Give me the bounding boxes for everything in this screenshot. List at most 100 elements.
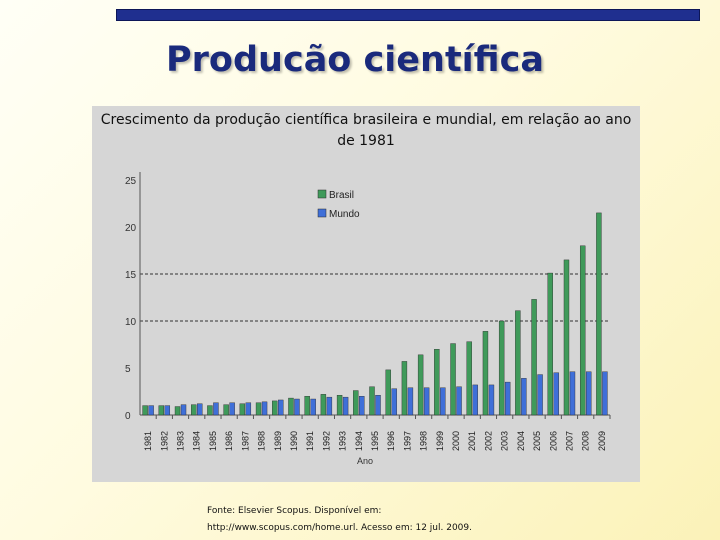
bar-brasil-2005 <box>531 299 537 416</box>
x-tick-label: 1994 <box>354 431 364 451</box>
bar-brasil-1997 <box>401 361 408 416</box>
x-tick-label: 1988 <box>257 431 267 451</box>
bar-mundo-1983 <box>180 404 187 416</box>
bar-brasil-2004 <box>515 310 521 416</box>
bar-chart: 0 5 10 15 20 25 1981 1982 1983 1984 1985 1986 1987 19… <box>125 172 611 466</box>
bar-mundo-1994 <box>359 396 365 416</box>
bar-mundo-1997 <box>407 387 414 416</box>
bar-mundo-2002 <box>488 384 495 416</box>
x-tick-label: 1998 <box>419 431 429 451</box>
x-axis-title: Ano <box>357 456 373 466</box>
y-tick-label: 10 <box>125 317 137 328</box>
y-tick-label: 0 <box>125 411 131 422</box>
x-tick-label: 1987 <box>240 431 250 451</box>
x-tick-label: 1999 <box>435 431 445 451</box>
x-tick-label: 1997 <box>402 431 412 451</box>
x-tick-label: 2004 <box>516 431 526 451</box>
bar-brasil-1984 <box>191 404 197 416</box>
bar-mundo-1990 <box>294 398 300 416</box>
bar-brasil-1989 <box>272 400 278 416</box>
bar-brasil-2001 <box>466 341 472 416</box>
x-tick-label: 1989 <box>273 431 283 451</box>
x-tick-label: 2007 <box>564 431 574 451</box>
bar-brasil-2008 <box>579 245 586 416</box>
bar-mundo-1985 <box>213 402 219 416</box>
x-tick-label: 1996 <box>386 431 396 451</box>
bar-brasil-2000 <box>450 343 456 416</box>
y-tick-label: 25 <box>125 176 137 187</box>
bar-mundo-2007 <box>569 371 576 416</box>
source-line-1: Fonte: Elsevier Scopus. Disponível em: <box>207 506 382 516</box>
bar-mundo-1987 <box>245 402 252 416</box>
y-tick-label: 15 <box>125 270 137 281</box>
x-tick-label: 2005 <box>532 431 542 451</box>
bar-mundo-2001 <box>472 384 478 416</box>
bar-mundo-2003 <box>504 381 511 416</box>
bar-mundo-1988 <box>261 401 268 416</box>
x-tick-label: 1986 <box>224 431 234 451</box>
x-tick-label: 2009 <box>597 431 607 451</box>
bar-mundo-1996 <box>391 388 397 416</box>
y-tick-label: 5 <box>125 364 131 375</box>
x-tick-label: 2002 <box>483 431 493 451</box>
bar-mundo-2000 <box>456 386 462 416</box>
bar-mundo-1992 <box>326 396 333 416</box>
y-tick-label: 20 <box>125 223 137 234</box>
bar-mundo-1999 <box>440 387 446 416</box>
top-decorative-bar <box>116 9 700 21</box>
bar-brasil-2007 <box>563 259 570 416</box>
bar-brasil-1982 <box>158 405 165 416</box>
bar-brasil-1988 <box>255 402 262 416</box>
x-tick-label: 1993 <box>338 431 348 451</box>
bar-brasil-1996 <box>385 369 391 416</box>
bar-mundo-2004 <box>521 378 527 416</box>
bar-mundo-1998 <box>423 387 430 416</box>
bar-mundo-1993 <box>342 396 349 416</box>
bar-mundo-1981 <box>148 405 154 416</box>
bar-mundo-1986 <box>229 402 235 416</box>
x-tick-label: 2006 <box>548 431 558 451</box>
bar-brasil-1983 <box>174 406 181 416</box>
bar-mundo-1991 <box>310 398 316 416</box>
bar-brasil-1999 <box>434 348 440 416</box>
bar-brasil-1985 <box>207 405 213 416</box>
bar-brasil-1995 <box>369 386 375 416</box>
x-tick-label: 1981 <box>143 431 153 451</box>
bar-mundo-1995 <box>375 395 381 416</box>
bar-mundo-1984 <box>197 403 203 416</box>
x-tick-label: 2001 <box>467 431 477 451</box>
bar-brasil-1986 <box>223 404 229 416</box>
slide-title: Producão científica <box>166 40 544 80</box>
x-tick-label: 1990 <box>289 431 299 451</box>
bar-mundo-2006 <box>553 372 559 416</box>
x-tick-label: 1985 <box>208 431 218 451</box>
chart-title: Crescimento da produção científica brasi… <box>100 112 632 149</box>
x-tick-label: 1982 <box>159 431 169 451</box>
bar-brasil-1981 <box>142 405 148 416</box>
bar-brasil-1992 <box>320 394 327 416</box>
x-tick-label: 1991 <box>305 431 315 451</box>
bar-brasil-1993 <box>336 395 343 416</box>
legend-label-mundo: Mundo <box>329 209 360 220</box>
bar-brasil-1987 <box>239 403 246 416</box>
bar-brasil-1994 <box>353 390 359 416</box>
bar-mundo-2008 <box>585 371 592 416</box>
bar-brasil-1998 <box>417 354 424 416</box>
bar-mundo-2009 <box>602 371 608 416</box>
bar-brasil-1990 <box>288 397 294 416</box>
legend-label-brasil: Brasil <box>329 190 354 201</box>
bar-brasil-2009 <box>596 212 602 416</box>
x-tick-label: 2008 <box>581 431 591 451</box>
legend-swatch-mundo <box>317 208 327 218</box>
x-tick-label: 1983 <box>176 431 186 451</box>
source-note: Fonte: Elsevier Scopus. Disponível em: h… <box>207 503 472 537</box>
x-tick-label: 1992 <box>321 431 331 451</box>
bar-brasil-2003 <box>498 320 505 416</box>
bar-brasil-1991 <box>304 396 310 416</box>
x-tick-label: 2003 <box>500 431 510 451</box>
bar-mundo-2005 <box>537 374 543 416</box>
source-line-2: http://www.scopus.com/home.url. Acesso e… <box>207 523 472 533</box>
bar-mundo-1989 <box>278 399 284 416</box>
bar-brasil-2006 <box>547 272 553 416</box>
bar-brasil-2002 <box>482 331 489 416</box>
